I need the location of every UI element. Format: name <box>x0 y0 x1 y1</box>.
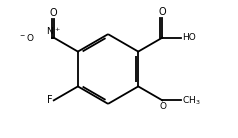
Text: O: O <box>50 8 58 18</box>
Text: O: O <box>159 7 166 17</box>
Text: N$^+$: N$^+$ <box>46 25 61 37</box>
Text: F: F <box>47 95 53 105</box>
Text: $^-$O: $^-$O <box>18 32 34 43</box>
Text: HO: HO <box>182 33 196 42</box>
Text: O: O <box>159 102 166 111</box>
Text: CH$_3$: CH$_3$ <box>182 94 201 107</box>
